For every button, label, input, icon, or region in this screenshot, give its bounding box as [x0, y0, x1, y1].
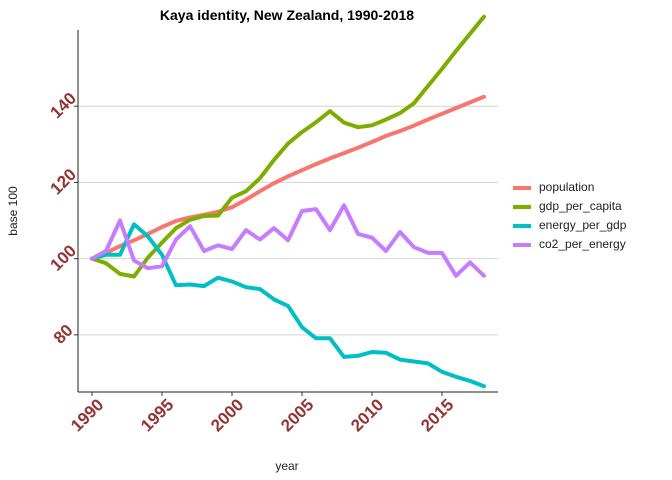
- x-tick-label: 1995: [137, 395, 177, 435]
- x-tick-label: 2015: [417, 395, 457, 435]
- grid-layer: [78, 105, 498, 336]
- legend-label: population: [539, 180, 594, 194]
- y-tick-label: 80: [50, 321, 77, 348]
- x-tick-label: 2000: [207, 395, 247, 435]
- x-axis-title: year: [275, 459, 298, 473]
- series-layer: [90, 14, 486, 389]
- series-line-co2-per-energy: [90, 203, 486, 278]
- legend: population gdp_per_capita energy_per_gdpco…: [513, 180, 627, 251]
- x-tick-label: 2005: [277, 395, 317, 435]
- y-tick-label: 100: [47, 241, 80, 274]
- x-tick-label: 2010: [347, 395, 387, 435]
- legend-label: gdp_per_capita: [539, 199, 622, 213]
- x-tick-label: 1990: [67, 395, 107, 435]
- legend-label: energy_per_gdp: [539, 218, 627, 232]
- y-tick-label: 140: [47, 89, 80, 122]
- legend-label: co2_per_energy: [539, 237, 626, 251]
- series-line-energy-per-gdp: [90, 222, 486, 389]
- tick-layer: 80 100 120 140 1990 1995 2000 2005 2010 2015: [47, 89, 458, 436]
- y-axis-title: base 100: [6, 186, 20, 236]
- series-line-population: [90, 94, 486, 261]
- chart-title: Kaya identity, New Zealand, 1990-2018: [160, 7, 414, 23]
- y-tick-label: 120: [47, 165, 80, 198]
